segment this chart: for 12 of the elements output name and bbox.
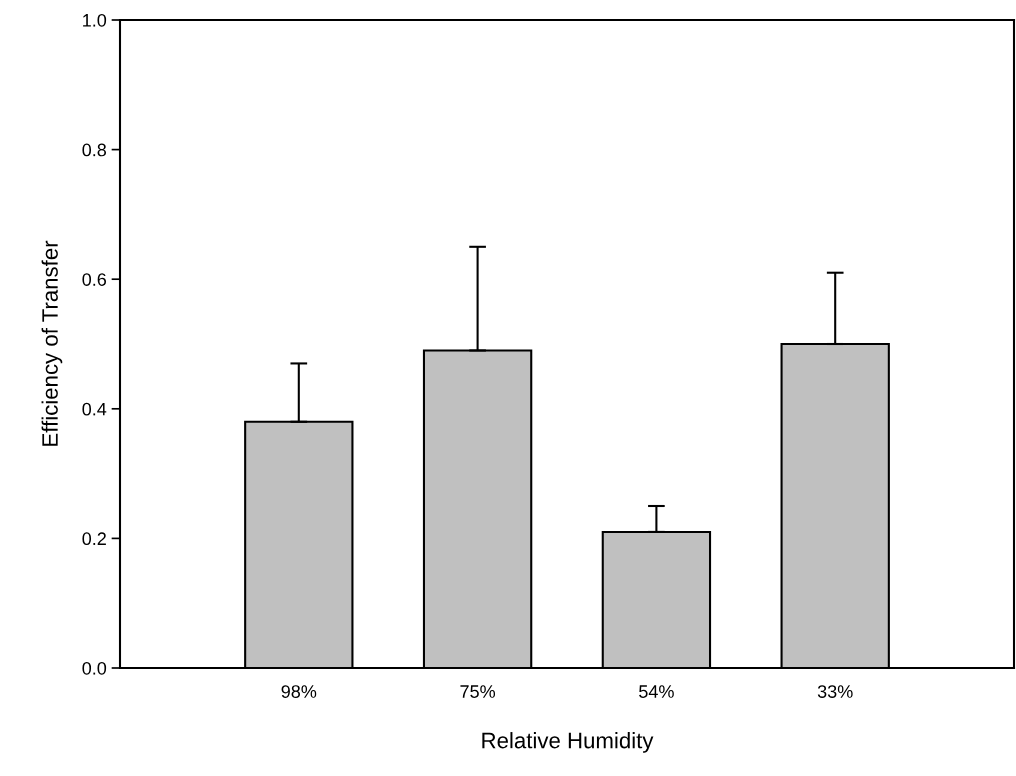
y-tick-label: 0.6 xyxy=(82,273,107,286)
y-tick-label: 0.4 xyxy=(82,402,107,416)
y-tick-label: 1.0 xyxy=(83,13,107,27)
x-tick-label: 75% xyxy=(460,685,496,698)
x-tick-label: 54% xyxy=(639,685,674,698)
y-tick-label: 0.8 xyxy=(82,143,107,157)
x-tick-label: 33% xyxy=(817,685,853,698)
x-tick-label: 98% xyxy=(281,685,317,698)
y-axis-title: Efficiency of Transfer xyxy=(41,240,63,446)
x-axis-title: Relative Humidity xyxy=(482,732,654,753)
y-tick-label: 0.0 xyxy=(82,661,107,675)
y-tick-label: 0.2 xyxy=(82,532,106,546)
